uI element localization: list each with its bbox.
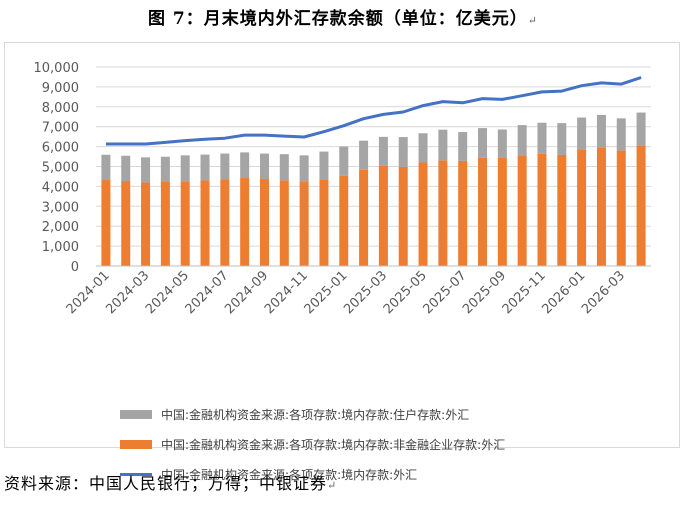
line-total <box>105 76 642 146</box>
bar-household <box>160 156 170 183</box>
bar-nonfinancial <box>299 181 309 266</box>
bar-household <box>517 125 527 156</box>
bar-household <box>220 153 230 180</box>
bar-nonfinancial <box>339 175 349 266</box>
legend-label-total: 中国:金融机构资金来源:各项存款:境内存款:外汇 <box>161 467 418 482</box>
bar-household <box>200 154 210 181</box>
bar-nonfinancial <box>636 145 646 266</box>
legend-label-household: 中国:金融机构资金来源:各项存款:境内存款:住户存款:外汇 <box>161 407 470 422</box>
bar-household <box>418 133 428 163</box>
chart-title: 图 7：月末境内外汇存款余额（单位：亿美元）↵ <box>148 9 538 29</box>
bar-household <box>537 122 547 154</box>
y-tick-label: 7,000 <box>42 121 79 136</box>
bar-nonfinancial <box>557 154 567 266</box>
bar-household <box>596 114 606 148</box>
bar-household <box>279 154 289 181</box>
bar-household <box>180 155 190 182</box>
legend-swatch-household <box>120 409 152 419</box>
bar-nonfinancial <box>240 178 250 266</box>
bar-household <box>259 153 269 180</box>
bar-nonfinancial <box>517 155 527 266</box>
source-note: 资料来源：中国人民银行；万得；中银证券↵ <box>4 474 338 493</box>
y-tick-label: 5,000 <box>42 161 79 176</box>
x-tick-label: 2026-03 <box>579 268 628 317</box>
legend-swatch-total <box>120 472 152 476</box>
legend-swatch-nonfinancial <box>120 439 152 449</box>
bar-household <box>299 155 309 182</box>
bar-nonfinancial <box>220 179 230 266</box>
y-tick-label: 9,000 <box>42 81 79 96</box>
bar-household <box>478 128 488 158</box>
y-tick-label: 2,000 <box>42 220 79 235</box>
legend-item-household: 中国:金融机构资金来源:各项存款:境内存款:住户存款:外汇 <box>120 407 505 422</box>
bar-household <box>240 152 250 179</box>
bar-household <box>378 136 388 166</box>
legend-item-nonfinancial: 中国:金融机构资金来源:各项存款:境内存款:非金融企业存款:外汇 <box>120 437 506 452</box>
bar-household <box>497 129 507 158</box>
bar-nonfinancial <box>359 169 369 266</box>
bar-nonfinancial <box>180 181 190 266</box>
bar-nonfinancial <box>378 165 388 266</box>
bar-household <box>359 140 369 170</box>
bar-nonfinancial <box>398 166 408 266</box>
bar-nonfinancial <box>458 160 468 266</box>
bar-nonfinancial <box>160 182 170 266</box>
y-tick-label: 0 <box>71 260 79 275</box>
legend-item-total: 中国:金融机构资金来源:各项存款:境内存款:外汇 <box>120 467 505 482</box>
bar-household <box>438 129 448 161</box>
bar-nonfinancial <box>200 180 210 266</box>
bar-household <box>616 118 626 151</box>
bar-household <box>557 123 567 155</box>
y-tick-label: 1,000 <box>42 240 79 255</box>
y-tick-label: 6,000 <box>42 141 79 156</box>
bar-nonfinancial <box>497 157 507 266</box>
y-tick-label: 8,000 <box>42 101 79 116</box>
bar-nonfinancial <box>418 162 428 266</box>
legend: 中国:金融机构资金来源:各项存款:境内存款:住户存款:外汇 中国:金融机构资金来… <box>120 407 505 497</box>
y-tick-label: 10,000 <box>34 61 80 76</box>
bar-nonfinancial <box>141 182 151 266</box>
legend-label-nonfinancial: 中国:金融机构资金来源:各项存款:境内存款:非金融企业存款:外汇 <box>161 437 506 452</box>
bar-household <box>141 157 151 183</box>
bar-household <box>339 146 349 176</box>
bar-nonfinancial <box>577 149 587 266</box>
y-tick-label: 3,000 <box>42 200 79 215</box>
chart-plot: 0 1,000 2,000 3,000 4,000 5,000 6,000 7,000 8,00… <box>34 61 651 317</box>
bar-nonfinancial <box>438 160 448 266</box>
bar-household <box>101 154 111 181</box>
bar-nonfinancial <box>121 181 131 266</box>
bar-household <box>398 137 408 167</box>
bar-nonfinancial <box>537 153 547 266</box>
bar-household <box>319 151 329 180</box>
bar-household <box>458 132 468 161</box>
bar-nonfinancial <box>616 150 626 266</box>
bar-household <box>121 155 131 182</box>
bar-nonfinancial <box>101 180 111 266</box>
bar-nonfinancial <box>596 147 606 266</box>
bar-nonfinancial <box>319 179 329 266</box>
bar-nonfinancial <box>478 157 488 266</box>
bar-nonfinancial <box>259 179 269 266</box>
bar-nonfinancial <box>279 180 289 266</box>
chart-frame: 0 1,000 2,000 3,000 4,000 5,000 6,000 7,000 8,00… <box>4 42 680 482</box>
bar-household <box>636 112 646 146</box>
y-tick-label: 4,000 <box>42 180 79 195</box>
bar-household <box>577 117 587 150</box>
